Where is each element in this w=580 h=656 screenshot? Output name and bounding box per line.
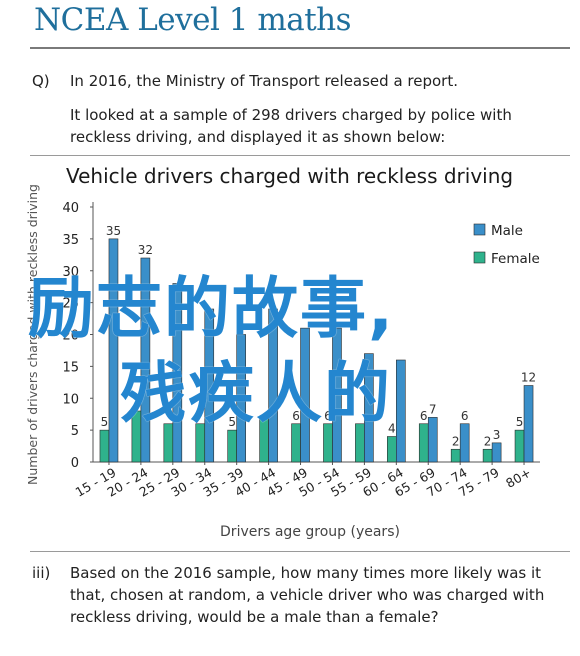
female-bar bbox=[195, 423, 206, 463]
y-axis-label: Number of drivers charged with reckless … bbox=[25, 184, 40, 485]
female-bar bbox=[450, 448, 461, 463]
x-tick-label: 80+ bbox=[503, 465, 533, 491]
question-intro: In 2016, the Ministry of Transport relea… bbox=[70, 72, 458, 90]
data-label: 5 bbox=[516, 415, 524, 429]
female-bar bbox=[387, 436, 397, 463]
y-tick-label: 20 bbox=[62, 329, 79, 344]
female-bar bbox=[99, 429, 110, 463]
male-bar bbox=[268, 308, 278, 463]
data-label: 5 bbox=[101, 415, 109, 429]
data-label: 32 bbox=[138, 243, 153, 257]
y-tick-label: 15 bbox=[62, 360, 79, 375]
female-bar bbox=[131, 410, 142, 463]
female-bar bbox=[259, 417, 269, 463]
data-label: 4 bbox=[388, 422, 396, 436]
y-tick-label: 5 bbox=[71, 424, 79, 439]
legend-label-male: Male bbox=[491, 223, 523, 239]
female-bar bbox=[323, 423, 333, 463]
data-label: 2 bbox=[484, 434, 492, 448]
page-title: NCEA Level 1 maths bbox=[34, 2, 352, 38]
y-tick-label: 0 bbox=[71, 456, 79, 471]
female-bar bbox=[355, 423, 365, 463]
female-bar bbox=[482, 448, 493, 463]
male-bar bbox=[364, 353, 374, 463]
data-label: 7 bbox=[429, 402, 437, 416]
male-bar bbox=[459, 423, 470, 463]
part-iii-label: iii) bbox=[32, 564, 51, 582]
part-iii-text: Based on the 2016 sample, how many times… bbox=[70, 564, 545, 626]
male-bar bbox=[396, 359, 406, 463]
male-bar bbox=[427, 417, 438, 463]
chart-title: Vehicle drivers charged with reckless dr… bbox=[66, 164, 514, 188]
data-label: 6 bbox=[420, 409, 428, 423]
male-bar bbox=[332, 327, 342, 463]
male-bar bbox=[236, 334, 246, 463]
data-label: 6 bbox=[461, 409, 469, 423]
male-bar bbox=[172, 283, 183, 463]
male-bar bbox=[523, 385, 534, 463]
data-label: 3 bbox=[493, 428, 501, 442]
male-bar bbox=[204, 308, 215, 463]
male-bar bbox=[491, 442, 502, 463]
data-label: 6 bbox=[324, 409, 332, 423]
y-tick-label: 30 bbox=[62, 265, 79, 280]
male-bar bbox=[300, 327, 310, 463]
y-tick-label: 40 bbox=[62, 201, 79, 216]
female-bar bbox=[514, 429, 525, 463]
legend-swatch-female bbox=[473, 251, 486, 264]
data-label: 12 bbox=[521, 371, 536, 385]
female-bar bbox=[291, 423, 301, 463]
y-tick-label: 35 bbox=[62, 233, 79, 248]
data-label: 5 bbox=[228, 415, 236, 429]
chart-bottom-divider bbox=[30, 551, 570, 552]
y-tick-label: 25 bbox=[62, 297, 79, 312]
legend-swatch-male bbox=[473, 223, 486, 236]
y-tick-label: 10 bbox=[62, 392, 79, 407]
female-bar bbox=[418, 423, 429, 463]
x-axis-label: Drivers age group (years) bbox=[220, 524, 400, 540]
male-bar bbox=[140, 257, 151, 463]
data-label: 2 bbox=[452, 434, 460, 448]
question-label: Q) bbox=[32, 72, 50, 90]
data-label: 35 bbox=[106, 224, 121, 238]
legend-label-female: Female bbox=[491, 251, 540, 267]
female-bar bbox=[227, 429, 237, 463]
female-bar bbox=[163, 423, 174, 463]
question-body: It looked at a sample of 298 drivers cha… bbox=[70, 106, 512, 146]
header-divider bbox=[30, 47, 570, 49]
male-bar bbox=[108, 238, 119, 463]
chart-top-divider bbox=[30, 155, 570, 156]
data-label: 6 bbox=[292, 409, 300, 423]
